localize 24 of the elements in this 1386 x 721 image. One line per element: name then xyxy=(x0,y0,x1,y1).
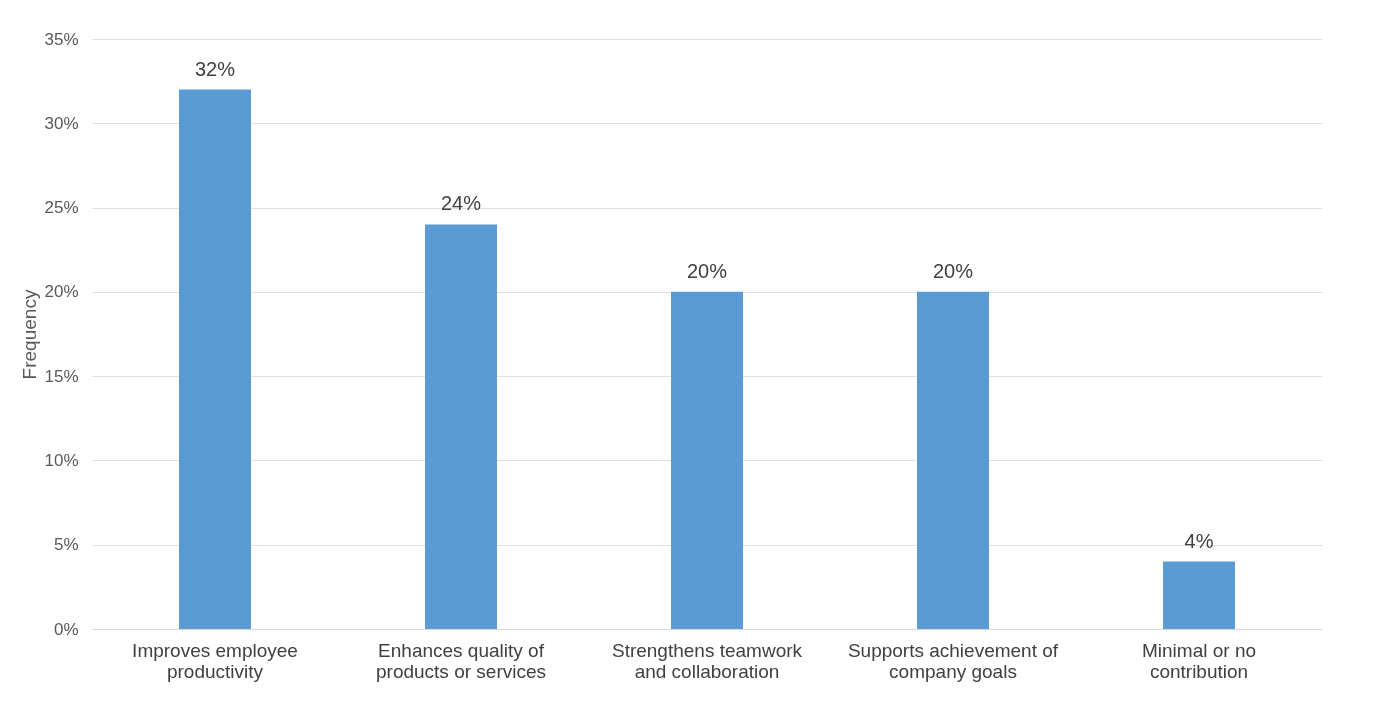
x-tick-label: Strengthens teamwork and collaboration xyxy=(611,639,803,682)
x-tick-label: Supports achievement of company goals xyxy=(847,639,1059,682)
data-label: 20% xyxy=(686,259,728,282)
y-tick-label: 20% xyxy=(44,282,79,302)
y-tick-label: 25% xyxy=(44,198,79,218)
x-tick-label: Minimal or no contribution xyxy=(1141,639,1257,682)
bar xyxy=(1163,561,1235,629)
data-label: 24% xyxy=(440,192,482,215)
y-tick-label: 10% xyxy=(44,450,79,470)
data-label: 32% xyxy=(194,57,236,80)
x-tick-label: Improves employee productivity xyxy=(132,639,298,682)
y-tick-label: 0% xyxy=(53,619,79,639)
bar xyxy=(671,291,743,629)
bar xyxy=(917,291,989,629)
bar xyxy=(425,224,497,629)
y-tick-label: 30% xyxy=(44,113,79,133)
bar xyxy=(179,89,251,629)
x-tick-label: Enhances quality of products or services xyxy=(375,639,547,682)
y-tick-label: 5% xyxy=(53,535,79,555)
data-label: 20% xyxy=(932,259,974,282)
y-tick-label: 15% xyxy=(44,366,79,386)
y-axis-title: Frequency xyxy=(19,289,41,380)
data-label: 4% xyxy=(1184,529,1214,552)
y-tick-label: 35% xyxy=(44,29,79,49)
